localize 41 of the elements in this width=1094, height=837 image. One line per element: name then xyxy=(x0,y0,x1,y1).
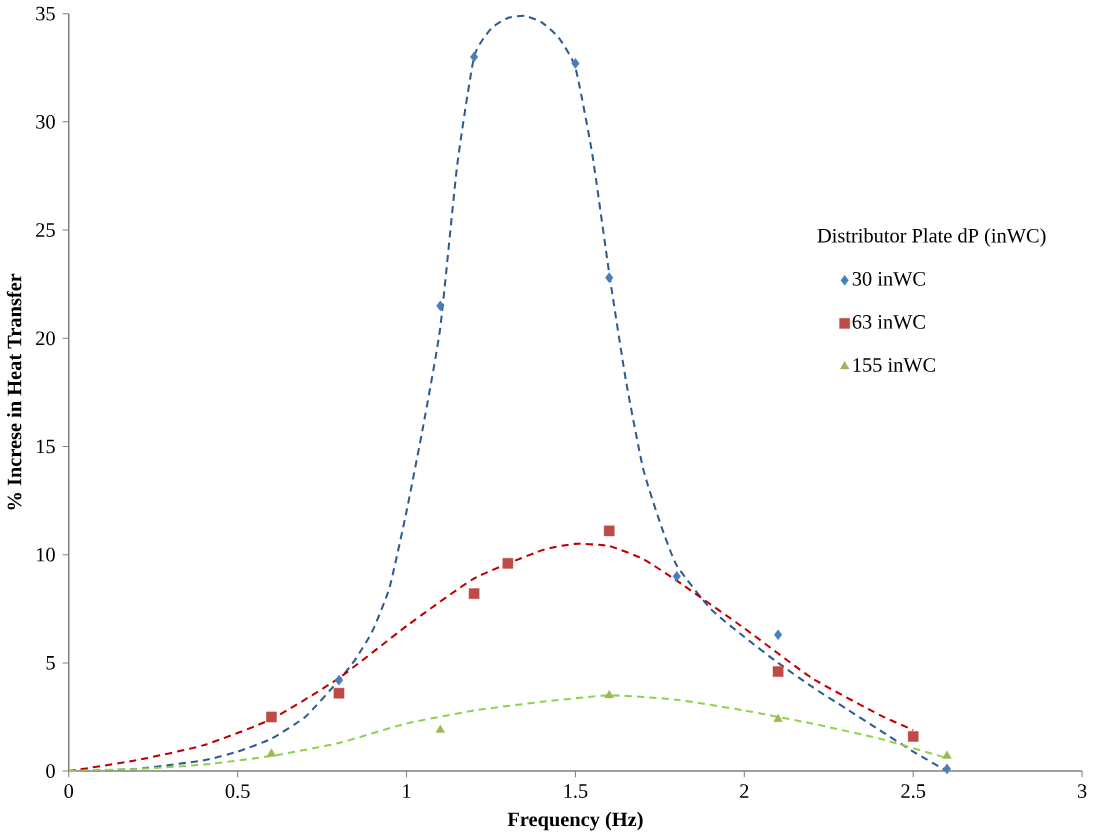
y-tick-label: 5 xyxy=(46,656,55,670)
point xyxy=(266,711,277,723)
point xyxy=(333,687,345,699)
point xyxy=(772,666,784,677)
y-tick-label: 30 xyxy=(36,114,55,129)
point xyxy=(605,272,614,283)
point xyxy=(468,588,480,599)
point xyxy=(571,58,580,69)
y-tick-label: 25 xyxy=(36,223,55,237)
point xyxy=(603,525,615,537)
point xyxy=(604,689,614,698)
legend-label: 63 inWC xyxy=(852,314,925,329)
point xyxy=(672,570,681,582)
x-tick-label: 1.5 xyxy=(564,784,588,798)
x-axis-title: Frequency (Hz) xyxy=(507,811,643,831)
point xyxy=(942,763,952,775)
x-tick-label: 1 xyxy=(403,784,411,798)
y-tick-label: 35 xyxy=(36,6,55,21)
x-tick-label: 0 xyxy=(64,784,74,798)
legend-title: Distributor Plate dP (inWC) xyxy=(817,228,1046,247)
point xyxy=(502,557,514,569)
point xyxy=(942,750,952,759)
y-tick-label: 15 xyxy=(37,439,55,454)
point xyxy=(435,724,445,733)
y-tick-label: 10 xyxy=(37,547,55,562)
x-tick-label: 2 xyxy=(740,784,749,798)
point xyxy=(334,674,344,686)
x-tick-label: 0.5 xyxy=(225,784,250,798)
point xyxy=(266,748,277,757)
legend-label: 155 inWC xyxy=(853,358,936,372)
point xyxy=(774,629,783,640)
point xyxy=(907,731,919,742)
legend-label: 30 inWC xyxy=(852,271,925,286)
y-tick-label: 0 xyxy=(46,764,55,778)
y-axis-title: % Increse in Heat Transfer xyxy=(6,273,22,510)
x-tick-label: 2.5 xyxy=(901,784,926,798)
point xyxy=(470,51,479,63)
y-tick-label: 20 xyxy=(36,331,55,346)
point xyxy=(436,300,445,311)
x-tick-label: 3 xyxy=(1077,784,1087,798)
point xyxy=(773,713,783,722)
